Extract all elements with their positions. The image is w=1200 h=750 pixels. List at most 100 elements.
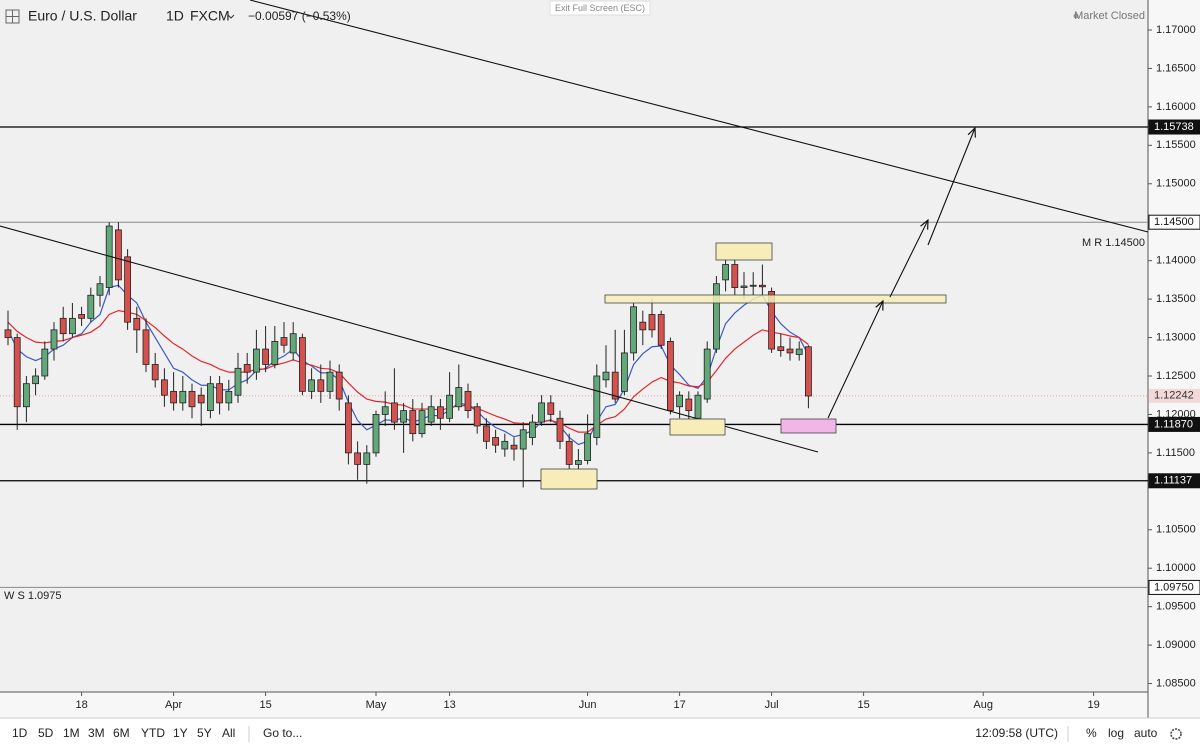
candle-body: [492, 437, 500, 446]
trend-line: [0, 225, 819, 453]
x-tick-label: Jun: [579, 699, 597, 711]
y-tick-label: 1.12500: [1156, 370, 1196, 382]
candle-body: [262, 348, 270, 365]
candle-body: [41, 348, 49, 377]
exit-fullscreen-label[interactable]: Exit Full Screen (ESC): [555, 3, 645, 13]
price-line-label-box: [1148, 579, 1200, 595]
percent-toggle[interactable]: %: [1086, 726, 1097, 740]
price-line-label-box: [1148, 214, 1200, 230]
interval[interactable]: 1D: [166, 8, 184, 24]
y-tick-label: 1.08500: [1156, 677, 1196, 689]
dropdown-caret[interactable]: [227, 14, 235, 19]
candle-body: [584, 433, 591, 461]
candle-body: [4, 329, 12, 338]
price-line-label-box: [1148, 416, 1200, 432]
x-tick-label: 19: [1087, 699, 1099, 711]
log-toggle[interactable]: log: [1108, 726, 1124, 740]
auto-toggle[interactable]: auto: [1134, 726, 1158, 740]
candle-body: [657, 314, 665, 346]
price-line-label-box: [1148, 119, 1200, 135]
projection-arrow: [827, 301, 883, 419]
candle-body: [694, 394, 702, 419]
candle-body: [390, 402, 398, 423]
y-tick-label: 1.14000: [1156, 255, 1196, 267]
projection-arrow: [889, 220, 928, 298]
candle-body: [188, 390, 196, 408]
range-button[interactable]: YTD: [141, 726, 165, 740]
x-tick-label: May: [366, 699, 387, 711]
candle-body: [151, 364, 159, 381]
range-button[interactable]: 3M: [88, 726, 105, 740]
range-button[interactable]: 5Y: [197, 726, 212, 740]
y-tick-label: 1.11500: [1156, 447, 1195, 459]
candle-body: [759, 284, 766, 288]
candle-body: [676, 394, 683, 408]
y-tick-label: 1.13000: [1156, 331, 1196, 343]
candle-body: [602, 371, 610, 381]
range-button[interactable]: 5D: [38, 726, 54, 740]
range-button[interactable]: 1M: [63, 726, 80, 740]
candle-body: [409, 410, 417, 435]
candle-body: [556, 417, 564, 442]
price-line-label-box: [1148, 473, 1200, 489]
candle-body: [547, 402, 555, 415]
resistance-zone: [604, 294, 947, 304]
range-button[interactable]: All: [222, 726, 235, 740]
last-price-label: 1.12242: [1154, 390, 1194, 402]
settings-button[interactable]: [1170, 728, 1182, 740]
candle-body: [538, 402, 545, 423]
candle-body: [473, 406, 481, 427]
candle-body: [519, 429, 527, 450]
candle-body: [252, 348, 260, 373]
highlight-box: [669, 418, 726, 436]
candle-body: [703, 348, 711, 400]
candle-body: [510, 444, 518, 450]
candles: [4, 222, 812, 488]
price-line-label: 1.15738: [1154, 121, 1194, 133]
y-tick-label: 1.10000: [1156, 562, 1196, 574]
x-tick-label: 13: [443, 699, 455, 711]
moving-average: [7, 284, 809, 446]
candle-body: [529, 421, 536, 438]
y-tick-label: 1.15000: [1156, 178, 1196, 190]
candle-body: [713, 283, 720, 350]
candle-body: [59, 317, 67, 335]
y-tick-label: 1.16500: [1156, 62, 1196, 74]
candle-body: [225, 390, 233, 404]
candle-body: [630, 306, 637, 354]
candle-body: [418, 410, 426, 435]
candle-body: [344, 402, 352, 454]
candle-body: [317, 379, 325, 392]
range-button[interactable]: 6M: [113, 726, 130, 740]
target-box: [780, 418, 837, 434]
exchange[interactable]: FXCM: [190, 8, 230, 24]
time-axis: [0, 692, 1148, 718]
candle-body: [354, 452, 362, 465]
candle-body: [667, 340, 674, 411]
symbol-name[interactable]: Euro / U.S. Dollar: [28, 8, 137, 24]
goto-button[interactable]: Go to...: [263, 726, 302, 740]
candle-body: [611, 371, 619, 400]
candle-body: [335, 371, 343, 400]
candle-body: [289, 333, 297, 354]
exit-fullscreen-button[interactable]: [549, 0, 651, 16]
candle-body: [22, 383, 30, 408]
candle-body: [446, 394, 454, 419]
candle-body: [243, 364, 251, 373]
x-tick-label: Aug: [973, 699, 993, 711]
candle-body: [372, 414, 380, 454]
price-line-label: 1.11137: [1154, 475, 1192, 487]
candle-body: [795, 348, 803, 355]
candle-body: [575, 460, 582, 465]
candle-body: [777, 346, 785, 352]
candle-body: [206, 383, 214, 411]
candle-body: [621, 352, 628, 392]
candle-body: [234, 367, 242, 396]
range-button[interactable]: 1D: [12, 726, 28, 740]
annotation: M R 1.14500: [1082, 237, 1145, 249]
price-line-label: 1.14500: [1154, 216, 1194, 228]
range-button[interactable]: 1Y: [173, 726, 188, 740]
moving-average: [7, 310, 809, 433]
candle-body: [400, 410, 408, 423]
